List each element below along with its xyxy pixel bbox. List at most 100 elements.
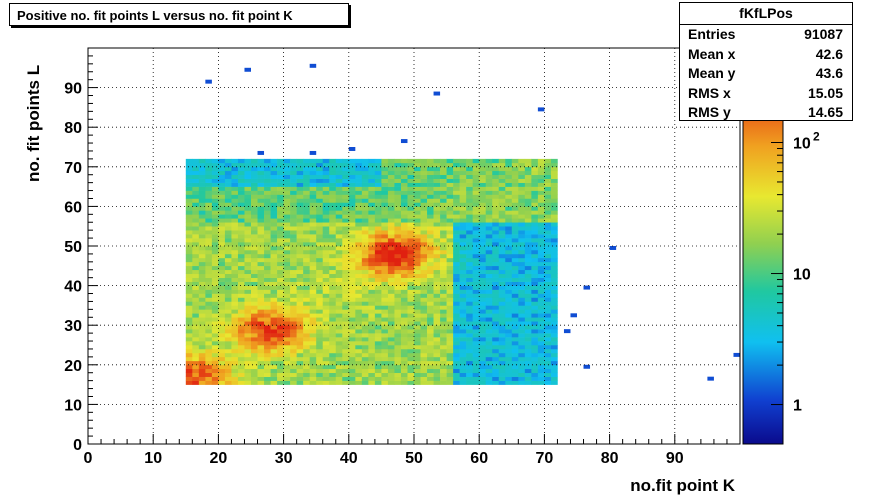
heatmap-cell (205, 253, 213, 259)
heatmap-cell (335, 376, 343, 381)
heatmap-cell (329, 285, 337, 290)
heatmap-cell (205, 162, 213, 168)
outlier-cell (583, 364, 591, 369)
heatmap-cell (185, 253, 193, 259)
heatmap-cell (296, 218, 304, 223)
heatmap-cell (479, 246, 487, 251)
heatmap-cell (283, 356, 291, 362)
heatmap-cell (511, 218, 519, 223)
heatmap-cell (524, 170, 532, 176)
heatmap-cell (237, 178, 245, 183)
heatmap-cell (237, 202, 245, 207)
heatmap-cell (524, 313, 532, 318)
heatmap-cell (400, 182, 408, 187)
heatmap-cell (420, 317, 428, 322)
heatmap-cell (492, 325, 500, 330)
heatmap-cell (205, 242, 213, 247)
heatmap-cell (316, 277, 324, 282)
heatmap-cell (485, 313, 493, 318)
heatmap-cell (342, 293, 350, 298)
heatmap-cell (544, 257, 552, 263)
heatmap-cell (348, 238, 356, 243)
heatmap-cell (544, 273, 552, 278)
heatmap-cell (433, 218, 441, 223)
heatmap-cell (524, 230, 532, 235)
heatmap-cell (537, 345, 545, 350)
heatmap-cell (368, 253, 376, 259)
heatmap-cell (283, 301, 291, 306)
heatmap-cell (453, 356, 460, 362)
heatmap-cell (264, 190, 271, 195)
heatmap-cell (550, 345, 558, 350)
heatmap-cell (322, 269, 330, 275)
heatmap-cell (322, 238, 330, 243)
heatmap-cell (374, 230, 382, 235)
heatmap-cell (374, 158, 382, 164)
heatmap-cell (492, 246, 500, 251)
heatmap-cell (329, 186, 337, 191)
heatmap-cell (290, 356, 297, 362)
heatmap-cell (453, 297, 460, 302)
heatmap-cell (537, 273, 545, 278)
heatmap-cell (329, 246, 337, 251)
heatmap-cell (283, 337, 291, 342)
heatmap-cell (309, 265, 317, 271)
heatmap-cell (264, 242, 271, 247)
heatmap-cell (218, 238, 226, 243)
heatmap-cell (479, 337, 487, 342)
heatmap-cell (322, 333, 330, 338)
heatmap-cell (277, 265, 284, 271)
heatmap-cell (348, 170, 356, 176)
heatmap-cell (453, 364, 460, 370)
heatmap-cell (498, 325, 506, 330)
heatmap-cell (361, 178, 369, 183)
heatmap-cell (185, 226, 193, 231)
heatmap-cell (355, 253, 363, 259)
heatmap-cell (277, 337, 284, 342)
heatmap-cell (185, 170, 193, 176)
stats-row-rms-x: RMS x 15.05 (680, 84, 852, 104)
heatmap-cell (303, 222, 310, 227)
heatmap-cell (303, 158, 310, 164)
heatmap-cell (290, 249, 297, 255)
heatmap-cell (290, 297, 297, 302)
heatmap-cell (303, 182, 310, 187)
heatmap-cell (231, 368, 239, 374)
heatmap-cell (550, 325, 558, 330)
heatmap-cell (211, 337, 219, 342)
heatmap-cell (244, 214, 252, 219)
heatmap-cell (531, 348, 539, 354)
heatmap-cell (459, 249, 467, 255)
heatmap-cell (492, 242, 500, 247)
heatmap-cell (459, 321, 467, 326)
heatmap-cell (427, 273, 434, 278)
heatmap-cell (355, 174, 363, 179)
heatmap-cell (420, 325, 428, 330)
heatmap-cell (531, 234, 539, 239)
heatmap-cell (381, 238, 389, 243)
heatmap-cell (407, 321, 415, 326)
heatmap-cell (537, 230, 545, 235)
heatmap-cell (309, 364, 317, 370)
heatmap-cell (440, 305, 447, 310)
heatmap-cell (309, 321, 317, 326)
heatmap-cell (296, 214, 304, 219)
heatmap-cell (296, 174, 304, 179)
heatmap-cell (518, 222, 526, 227)
heatmap-cell (257, 281, 265, 286)
heatmap-cell (283, 341, 291, 346)
heatmap-cell (251, 265, 258, 271)
heatmap-cell (420, 301, 428, 306)
heatmap-cell (198, 360, 206, 366)
heatmap-cell (218, 281, 226, 286)
heatmap-cell (400, 297, 408, 302)
heatmap-cell (498, 281, 506, 286)
heatmap-cell (211, 257, 219, 263)
heatmap-cell (231, 317, 239, 322)
heatmap-cell (231, 297, 239, 302)
heatmap-cell (537, 325, 545, 330)
heatmap-cell (374, 198, 382, 203)
heatmap-cell (550, 309, 558, 314)
heatmap-cell (303, 341, 310, 346)
heatmap-cell (237, 273, 245, 278)
